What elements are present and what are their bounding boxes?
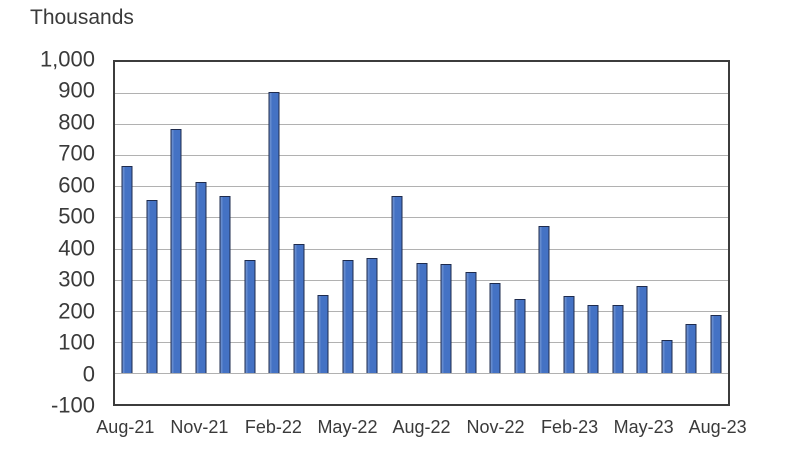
plot-area [113,60,730,406]
gridline [115,248,728,250]
y-tick-label: 600 [58,172,95,198]
y-tick-label: 100 [58,329,95,355]
x-tick-label: Aug-23 [688,417,747,437]
bar [465,272,477,373]
y-tick-label: 900 [58,77,95,103]
y-tick-label: 300 [58,266,95,292]
y-tick-label: 800 [58,109,95,135]
bar [587,305,599,373]
y-axis-tick-labels: 1,000 900 800 700 600 500 400 300 200 100 0 -100 [0,46,95,417]
bar [219,196,231,373]
x-tick-label: Nov-22 [466,417,525,437]
bar [342,259,354,373]
x-tick-label: Nov-21 [170,417,229,437]
x-axis-tick-labels: Aug-21 Nov-21 Feb-22 May-22 Aug-22 Nov-22 Feb-… [96,406,746,446]
bar [538,226,550,373]
x-tick-label: May-22 [317,417,378,437]
y-tick-label: 700 [58,140,95,166]
x-tick-label: Feb-22 [244,417,302,437]
bar [563,295,575,373]
bar [440,264,452,373]
gridline [115,217,728,219]
gridline [115,155,728,157]
gridline [115,372,728,374]
gridline [115,93,728,95]
bar [685,324,697,373]
bar [293,244,305,373]
y-tick-label: 400 [58,235,95,261]
bar [268,91,280,373]
bar [416,263,427,373]
x-tick-label: May-23 [613,417,674,437]
bar [636,285,648,373]
gridline [115,186,728,188]
bar [391,196,403,373]
bar [170,129,182,373]
y-tick-label: 1,000 [39,46,95,72]
y-tick-label: 0 [82,361,95,387]
bar [514,298,526,373]
x-tick-label: Feb-23 [541,417,599,437]
bar [366,258,378,373]
bar [195,182,207,373]
bar [244,259,256,373]
y-tick-label: 500 [58,203,95,229]
x-tick-label: Aug-21 [96,417,155,437]
y-tick-label: 200 [58,298,95,324]
bar [121,166,133,373]
x-tick-label: Aug-22 [392,417,451,437]
bar [317,294,329,373]
y-tick-label: -100 [50,392,95,418]
bar [661,340,673,373]
bar [489,282,501,373]
bar [710,314,722,373]
bar [612,305,624,373]
gridline [115,124,728,126]
axis-unit-label: Thousands [30,6,134,29]
bar [146,199,158,373]
